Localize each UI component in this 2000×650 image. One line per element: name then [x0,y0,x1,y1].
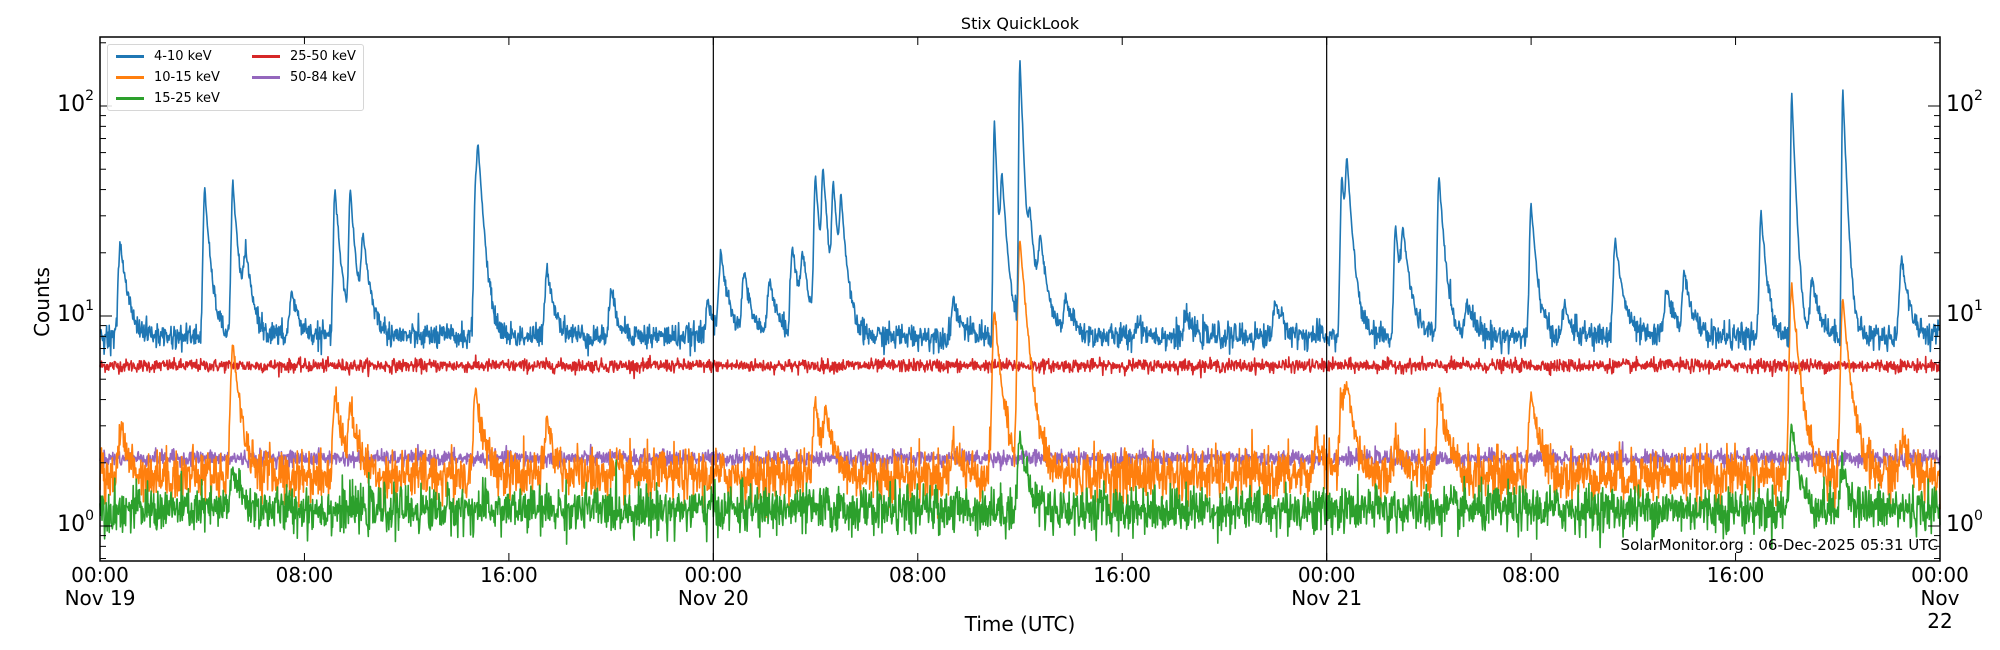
x-tick-label: 16:00 [480,564,538,587]
x-tick-label: 00:00 Nov 19 [65,564,136,610]
y-tick-label-right: 101 [1946,298,1983,327]
legend-item: 50-84 keV [252,70,356,86]
legend-label: 25-50 keV [290,49,356,64]
series-25-50-kev [99,354,1941,380]
legend-item: 25-50 keV [252,49,356,65]
series-4-10-kev [99,59,1941,357]
legend-swatch-50-84-kev [252,76,280,79]
x-tick-time: 00:00 [1297,563,1356,587]
x-tick-label: 00:00 Nov 22 [1910,564,1970,633]
legend-label: 4-10 keV [154,49,212,64]
y-tick-label-left: 101 [57,298,94,327]
legend-item: 10-15 keV [116,70,220,86]
x-tick-date: Nov 21 [1291,586,1363,610]
chart-title: Stix QuickLook [960,14,1080,33]
legend-swatch-15-25-kev [116,97,144,100]
legend: 4-10 keV 10-15 keV 15-25 keV 25-50 keV 5… [107,44,364,111]
legend-label: 15-25 keV [154,91,220,106]
x-tick-time: 08:00 [1502,563,1560,587]
x-tick-label: 08:00 [276,564,334,587]
x-tick-time: 16:00 [1706,563,1765,587]
legend-swatch-25-50-kev [252,55,280,58]
y-axis-label: Counts [30,267,54,337]
legend-swatch-10-15-kev [116,76,144,79]
x-tick-time: 00:00 [684,563,743,587]
series-50-84-kev [99,441,1941,473]
plot-frame [99,36,1941,562]
legend-swatch-4-10-kev [116,55,144,58]
x-tick-date: Nov 20 [677,586,749,610]
x-axis-label: Time (UTC) [964,612,1076,636]
axis-ticks [99,37,1941,561]
x-tick-time: 16:00 [480,563,538,587]
x-tick-time: 00:00 [1911,563,1969,587]
x-tick-time: 08:00 [275,563,334,587]
x-tick-label: 16:00 [1093,564,1151,587]
x-tick-label: 08:00 [1502,564,1560,587]
legend-label: 50-84 keV [290,70,356,85]
y-tick-label-right: 100 [1946,508,1983,537]
plot-series [99,59,1941,550]
y-tick-label-right: 102 [1946,88,1983,117]
x-tick-label: 08:00 [889,564,947,587]
legend-item: 15-25 keV [116,91,220,107]
series-15-25-kev [99,423,1941,550]
y-tick-label-left: 102 [57,88,94,117]
legend-label: 10-15 keV [154,70,220,85]
x-tick-label: 00:00 Nov 21 [1291,564,1362,610]
series-10-15-kev [99,240,1941,519]
x-tick-label: 16:00 [1707,564,1765,587]
x-tick-label: 00:00 Nov 20 [678,564,749,610]
x-tick-date: Nov 19 [64,586,136,610]
x-tick-time: 00:00 [71,563,129,587]
watermark: SolarMonitor.org : 06-Dec-2025 05:31 UTC [1620,536,1938,554]
day-boundary-lines [712,37,1328,561]
legend-item: 4-10 keV [116,49,212,65]
x-tick-time: 08:00 [888,563,947,587]
y-tick-label-left: 100 [57,508,94,537]
x-tick-time: 16:00 [1093,563,1152,587]
x-tick-date: Nov 22 [1920,586,1960,633]
